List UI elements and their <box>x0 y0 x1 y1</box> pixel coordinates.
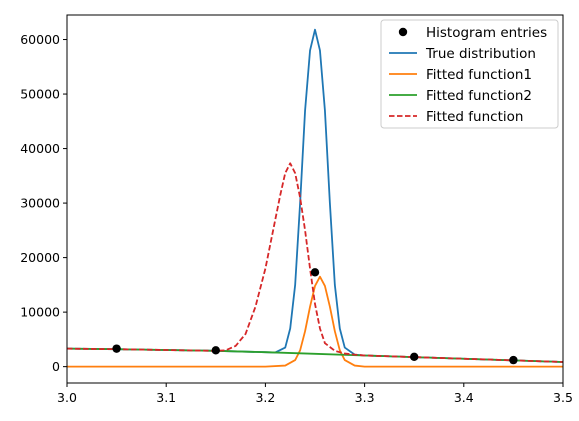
legend-box <box>380 19 559 129</box>
y-tick-label: 0 <box>52 359 60 374</box>
data-point <box>112 344 121 353</box>
series-line-fitted-function1 <box>67 275 563 368</box>
axes-frame <box>66 14 564 384</box>
y-tick-label: 60000 <box>20 32 60 47</box>
y-tick-label: 10000 <box>20 305 60 320</box>
axes: 3.0 3.1 3.2 3.3 3.4 3.5 0 10000 20000 30000 40000 5… <box>20 14 573 405</box>
x-tick-label: 3.5 <box>553 390 573 405</box>
legend-label: Histogram entries <box>426 25 547 41</box>
y-tick-label: 20000 <box>20 250 60 265</box>
data-point <box>310 268 320 277</box>
x-tick-label: 3.1 <box>156 390 176 405</box>
data-point <box>509 355 518 365</box>
x-tick-label: 3.4 <box>454 390 474 405</box>
y-tick-label: 30000 <box>20 196 60 211</box>
y-tick-label: 40000 <box>20 141 60 156</box>
x-tick-label: 3.0 <box>57 390 77 405</box>
legend-label: Fitted function1 <box>426 67 532 83</box>
series-line-fitted-function <box>67 162 563 363</box>
data-point <box>211 346 220 355</box>
legend-label: True distribution <box>425 46 536 62</box>
legend-label: Fitted function2 <box>426 88 532 104</box>
x-tick-label: 3.3 <box>355 390 375 405</box>
plot-area <box>67 28 563 368</box>
y-tick-label: 50000 <box>20 87 60 102</box>
legend-label: Fitted function <box>426 109 523 125</box>
data-point <box>410 352 419 362</box>
legend-marker <box>398 27 408 37</box>
x-tick-label: 3.2 <box>255 390 275 405</box>
legend: Histogram entries True distribution Fitted… <box>380 19 559 129</box>
